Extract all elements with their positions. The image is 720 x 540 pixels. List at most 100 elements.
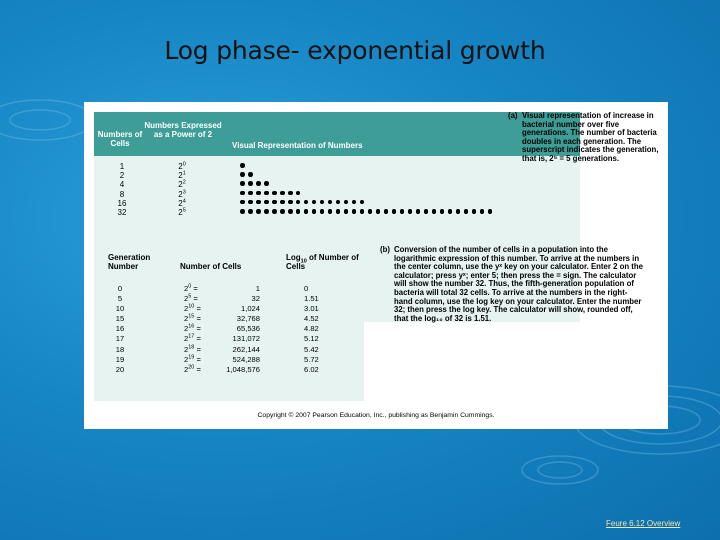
cell-dot <box>279 190 285 196</box>
cell-dot <box>240 172 245 177</box>
cell-dot <box>295 209 301 214</box>
cell-dot <box>319 199 325 205</box>
cell-dot <box>407 209 413 214</box>
generation-number: 5 <box>117 294 123 304</box>
power-expression: 23 <box>178 188 186 199</box>
cell-dot <box>479 209 485 214</box>
cell-count: 16 <box>117 198 127 208</box>
header-visual-representation: Visual Representation of Numbers <box>232 141 363 150</box>
cell-dot <box>319 209 325 214</box>
cell-dot <box>351 199 357 205</box>
header-numbers-of-cells: Numbers of Cells <box>97 130 143 148</box>
cell-count: 2 <box>119 171 125 181</box>
cell-dot <box>423 209 429 214</box>
cell-dot <box>327 199 333 205</box>
cell-dot <box>439 209 445 214</box>
power-expression: 22 <box>178 179 186 190</box>
cell-count: 4 <box>119 180 125 190</box>
cell-dot <box>383 209 389 214</box>
cell-dot <box>303 209 309 214</box>
cell-count: 524,288 <box>232 354 260 364</box>
cell-dot <box>487 209 493 214</box>
cell-dot <box>255 209 261 214</box>
cells-count-column: 1 32 1,024 32,768 65,536 131,072 262,144… <box>212 284 260 375</box>
cell-dot <box>263 199 269 205</box>
panel-b-table: Generation Number Number of Cells Log10 … <box>94 246 364 401</box>
log-value: 1.51 <box>304 294 319 304</box>
cell-dot <box>431 209 437 214</box>
cell-dot <box>311 209 317 214</box>
caption-b-text: Conversion of the number of cells in a p… <box>394 245 643 323</box>
caption-b-tag: (b) <box>380 245 390 254</box>
cell-dot <box>471 209 477 214</box>
cell-dot <box>263 190 269 196</box>
generation-number: 0 <box>117 284 123 293</box>
slide-title: Log phase- exponential growth <box>164 36 546 65</box>
cell-dot <box>287 209 293 214</box>
generation-number: 10 <box>115 304 125 314</box>
generation-column: 0 5 10 15 16 17 18 19 20 <box>108 284 132 375</box>
cell-count: 1 <box>255 284 260 293</box>
power-expression-column: 20 = 25 = 210 = 215 = 216 = 217 = 218 = … <box>184 283 201 374</box>
log-value: 5.72 <box>304 354 319 364</box>
cell-dot <box>327 209 333 214</box>
cell-dot <box>240 209 245 214</box>
dots-row <box>240 199 368 208</box>
generation-number: 18 <box>115 344 125 354</box>
caption-a-tag: (a) <box>508 111 518 120</box>
cell-dot <box>247 199 253 205</box>
cell-dot <box>335 199 341 205</box>
cell-dot <box>375 209 381 214</box>
cell-count: 32 <box>251 294 260 304</box>
cell-dot <box>463 209 469 214</box>
cell-dot <box>271 199 277 205</box>
log-value: 6.02 <box>304 364 319 374</box>
cell-dot <box>295 199 301 205</box>
cell-dot <box>247 190 253 196</box>
cell-count: 8 <box>119 189 125 199</box>
generation-number: 19 <box>115 354 125 364</box>
header-generation-number: Generation Number <box>108 253 151 271</box>
cell-dot <box>263 181 269 186</box>
dots-row <box>240 172 256 180</box>
power-expression: 24 <box>178 198 186 208</box>
log-value: 4.82 <box>304 324 319 334</box>
figure-panel: Numbers of Cells Numbers Expressed as a … <box>84 102 668 429</box>
cells-column: 1 2 4 8 16 32 <box>110 162 134 217</box>
dots-row <box>240 181 272 189</box>
cell-dot <box>455 209 461 214</box>
cell-dot <box>263 209 269 214</box>
power-expression: 20 <box>178 161 186 171</box>
cell-dot <box>271 209 277 214</box>
cell-dot <box>287 199 293 205</box>
cell-dot <box>240 163 245 168</box>
caption-a-text: Visual representation of increase in bac… <box>522 111 659 163</box>
copyright-text: Copyright © 2007 Pearson Education, Inc.… <box>257 412 495 419</box>
panel-a-header: Numbers of Cells Numbers Expressed as a … <box>94 112 580 156</box>
cell-count: 1,024 <box>240 304 260 314</box>
cell-count: 32,768 <box>236 314 260 324</box>
cell-count: 1 <box>119 162 125 171</box>
cell-dot <box>255 199 261 205</box>
header-power-of-2: Numbers Expressed as a Power of 2 <box>144 121 222 139</box>
cell-dot <box>303 199 309 205</box>
cell-dot <box>247 172 253 177</box>
cell-dot <box>343 209 349 214</box>
caption-a: (a) Visual representation of increase in… <box>508 111 668 202</box>
dots-row <box>240 190 304 199</box>
caption-b: (b) Conversion of the number of cells in… <box>380 245 648 366</box>
figure-overview-link[interactable]: Feure 6.12 Overview <box>606 519 681 528</box>
cell-dot <box>351 209 357 214</box>
cell-count: 131,072 <box>232 334 260 344</box>
cell-count: 1,048,576 <box>226 364 260 374</box>
cell-dot <box>240 181 245 186</box>
cell-dot <box>367 209 373 214</box>
log-value: 3.01 <box>304 304 319 314</box>
log-value: 0 <box>304 284 309 293</box>
cell-count: 65,536 <box>236 324 260 334</box>
cell-dot <box>359 209 365 214</box>
log-value: 5.42 <box>304 344 319 354</box>
log-value: 4.52 <box>304 314 319 324</box>
header-log-number: Log10 of Number of Cells <box>286 253 359 271</box>
generation-number: 15 <box>115 314 125 324</box>
